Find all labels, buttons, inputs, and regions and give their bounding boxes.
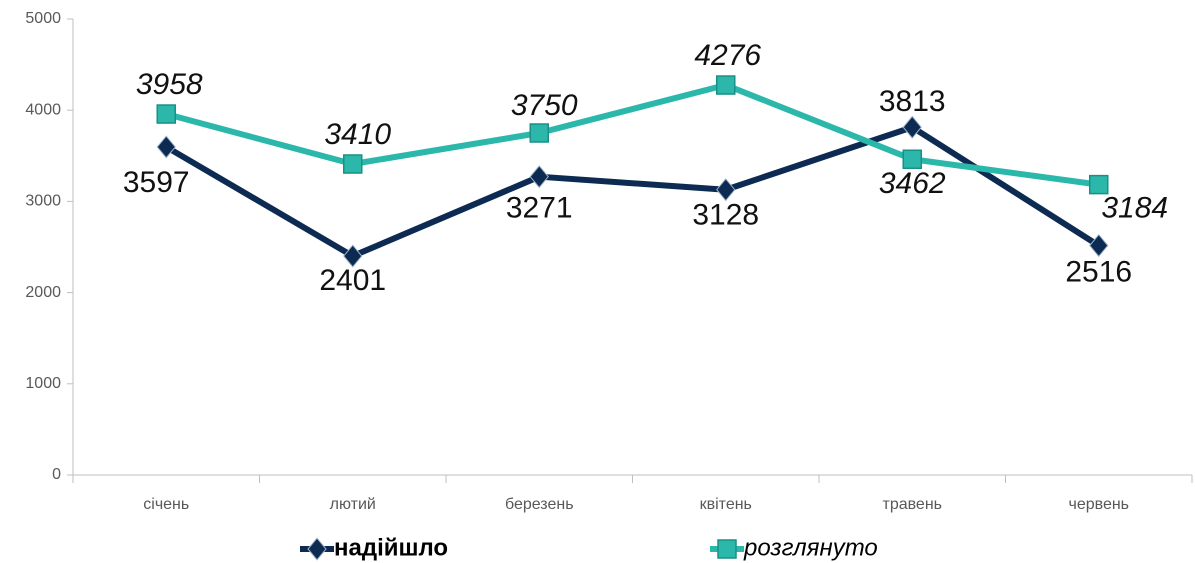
x-tick-label: січень: [143, 496, 189, 513]
data-label: 3597: [123, 166, 190, 199]
data-label: 3750: [511, 89, 578, 122]
x-tick-label: лютий: [330, 496, 376, 513]
y-tick-label: 0: [52, 466, 61, 483]
x-tick-label: червень: [1068, 496, 1129, 513]
point: [156, 104, 176, 124]
data-label: 2401: [319, 264, 386, 297]
point: [902, 149, 922, 170]
data-label: 3128: [692, 199, 759, 232]
legend-marker: [307, 537, 327, 561]
data-label: 3184: [1101, 192, 1168, 225]
y-tick-label: 2000: [25, 284, 61, 301]
x-tick-label: березень: [505, 496, 574, 513]
data-label: 2516: [1065, 255, 1132, 288]
legend-label: надійшло: [334, 534, 448, 561]
y-tick-label: 4000: [25, 101, 61, 118]
data-label: 4276: [694, 39, 761, 72]
point: [529, 165, 549, 189]
legend-label: розглянуто: [743, 534, 878, 561]
point: [529, 123, 549, 143]
point: [1089, 174, 1109, 195]
data-label: 3271: [506, 192, 573, 225]
data-label: 3958: [136, 68, 203, 101]
x-tick-label: травень: [882, 496, 942, 513]
legend-marker: [717, 539, 737, 559]
point: [716, 75, 736, 95]
point: [902, 115, 922, 139]
point: [343, 244, 363, 268]
y-tick-label: 5000: [25, 10, 61, 27]
y-tick-label: 3000: [25, 193, 61, 210]
series-line: [164, 124, 1101, 260]
x-tick-label: квітень: [700, 496, 752, 513]
point: [343, 154, 363, 174]
point: [1089, 233, 1109, 258]
point: [156, 135, 176, 159]
y-tick-label: 1000: [25, 375, 61, 392]
point: [716, 178, 736, 202]
data-label: 3410: [324, 118, 391, 151]
data-label: 3462: [879, 167, 946, 200]
data-label: 3813: [879, 85, 946, 118]
series-line: [165, 82, 1100, 188]
